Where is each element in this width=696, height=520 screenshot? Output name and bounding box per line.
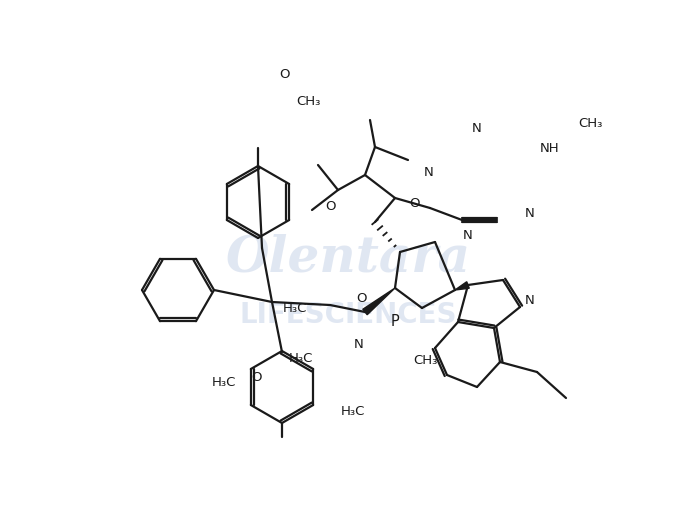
Text: O: O <box>251 371 261 384</box>
Text: O: O <box>356 292 367 305</box>
Text: N: N <box>525 293 535 306</box>
Text: N: N <box>525 206 535 219</box>
Text: N: N <box>463 228 473 241</box>
Text: Olentara: Olentara <box>226 233 470 282</box>
Text: H₃C: H₃C <box>212 375 236 388</box>
Text: N: N <box>423 165 433 178</box>
Text: CH₃: CH₃ <box>296 95 320 108</box>
Text: P: P <box>390 315 400 330</box>
Text: O: O <box>325 200 335 213</box>
Text: H₃C: H₃C <box>289 352 313 365</box>
Text: N: N <box>472 122 482 135</box>
Text: N: N <box>354 339 363 352</box>
Text: CH₃: CH₃ <box>413 354 437 367</box>
Text: NH: NH <box>540 141 560 154</box>
Text: LIFESCIENCES: LIFESCIENCES <box>239 301 457 329</box>
Polygon shape <box>363 288 395 315</box>
Text: H₃C: H₃C <box>340 405 365 418</box>
Text: CH₃: CH₃ <box>578 117 602 130</box>
Text: O: O <box>279 68 290 81</box>
Text: O: O <box>409 197 420 210</box>
Text: H₃C: H₃C <box>283 302 307 315</box>
Polygon shape <box>455 282 469 290</box>
